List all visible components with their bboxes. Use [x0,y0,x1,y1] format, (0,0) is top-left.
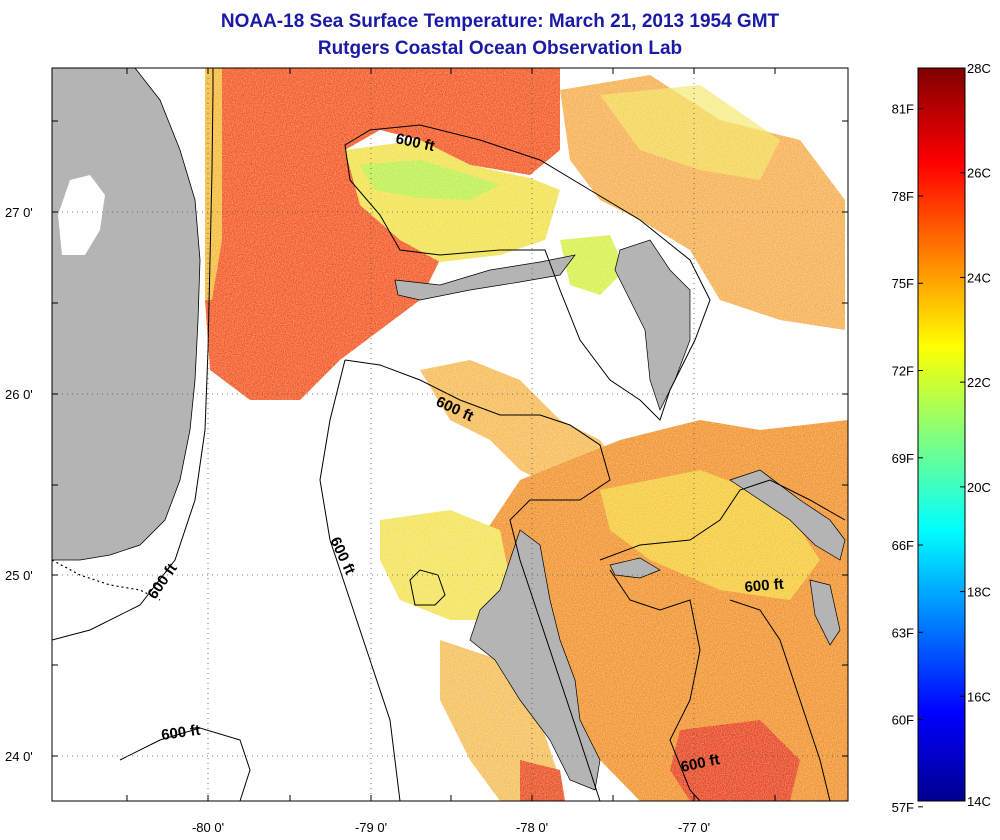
colorbar-fahrenheit-label: 78F [892,189,914,204]
lat-label-26: 26 0' [5,387,33,402]
lat-label-24: 24 0' [5,749,33,764]
cat-island-land [809,579,841,646]
contour-exuma-east [729,599,831,801]
contour-tongue-loop [609,569,701,801]
colorbar-celsius-label: 20C [967,480,991,495]
contour-florida-shelf [52,68,214,641]
colorbar [917,67,966,802]
map-frame-ticks [52,68,848,801]
colorbar-celsius-label: 18C [967,585,991,600]
contour-label-exuma: 600 ft [744,576,785,596]
lon-label-77: -77 0' [678,820,710,835]
andros-land [469,529,601,791]
lat-label-25: 25 0' [5,568,33,583]
map-subtitle: Rutgers Coastal Ocean Observation Lab [317,38,683,59]
colorbar-celsius-label: 14C [967,794,991,809]
colorbar-fahrenheit-label: 75F [892,276,914,291]
abaco-land [614,239,691,411]
colorbar-ticks: 28C 26C 24C 22C 20C 18C 16C 14C 81F 78F 75F 72F 69F 6… [892,61,991,815]
colorbar-fahrenheit-label: 57F [892,800,914,815]
contour-cay-sal [319,359,401,801]
lon-label-78: -78 0' [516,820,548,835]
florida-keys [52,559,161,601]
map-title: NOAA-18 Sea Surface Temperature: March 2… [220,11,780,32]
contour-label-southwest: 600 ft [160,722,201,744]
map-panel: 600 ft 600 ft 600 ft 600 ft 600 ft 600 f… [52,68,848,801]
colorbar-fahrenheit-label: 66F [892,538,914,553]
colorbar-fahrenheit-label: 69F [892,451,914,466]
contour-exuma-sound [599,479,846,561]
bathymetry-contours [52,68,846,801]
map-frame [51,67,849,802]
colorbar-fahrenheit-label: 81F [892,102,914,117]
lake-okeechobee [58,175,105,255]
new-providence-land [609,557,661,579]
lon-label-80: -80 0' [192,820,224,835]
colorbar-celsius-label: 24C [967,270,991,285]
colorbar-fahrenheit-label: 60F [892,713,914,728]
graticule [52,68,848,801]
contour-tongue-west [409,569,446,606]
colorbar-fahrenheit-label: 63F [892,625,914,640]
contour-cay-sal-south [119,727,251,801]
colorbar-celsius-label: 26C [967,166,991,181]
lat-label-27: 27 0' [5,205,33,220]
grand-bahama-land [394,254,576,301]
colorbar-fahrenheit-label: 72F [892,364,914,379]
colorbar-celsius-label: 16C [967,689,991,704]
lon-label-79: -79 0' [355,820,387,835]
contour-little-bahama-bank [344,124,711,421]
contour-great-bahama-bank-west [344,359,611,801]
colorbar-celsius-label: 22C [967,375,991,390]
colorbar-celsius-label: 28C [967,61,991,76]
